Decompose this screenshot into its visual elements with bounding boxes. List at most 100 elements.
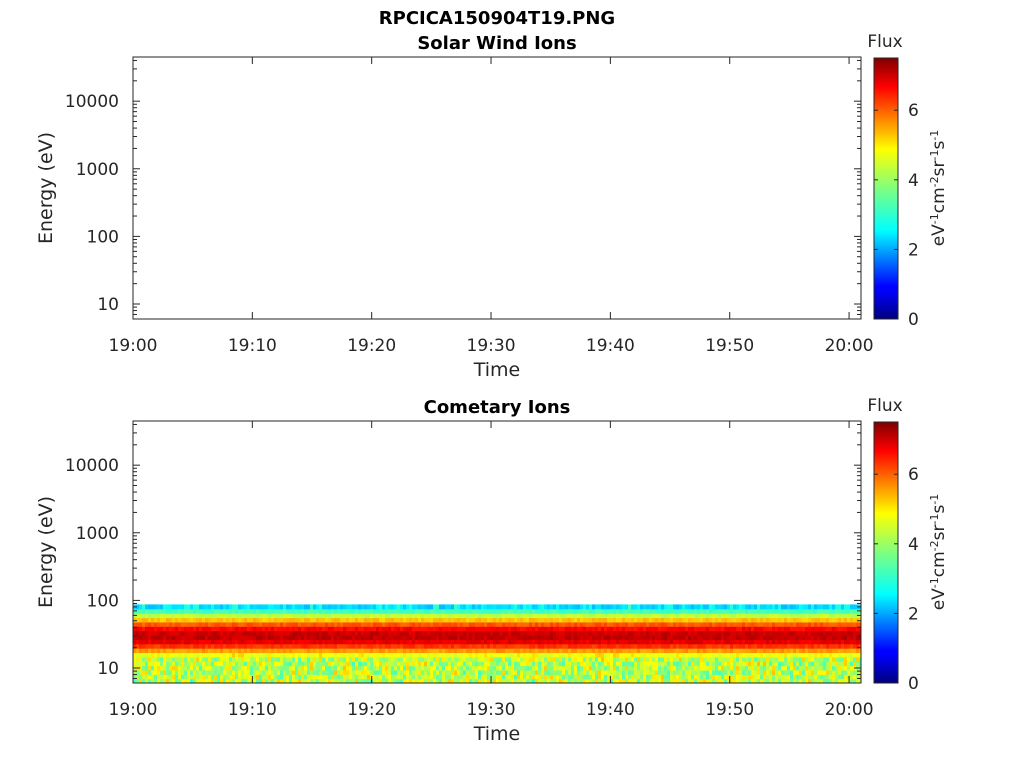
spectrogram-cell bbox=[337, 608, 340, 614]
spectrogram-cell bbox=[265, 630, 268, 636]
spectrogram-cell bbox=[844, 665, 847, 671]
spectrogram-cell bbox=[346, 665, 349, 671]
spectrogram-cell bbox=[574, 643, 577, 649]
spectrogram-cell bbox=[424, 669, 427, 675]
spectrogram-cell bbox=[565, 621, 568, 627]
spectrogram-cell bbox=[409, 621, 412, 627]
spectrogram-cell bbox=[172, 608, 175, 614]
spectrogram-cell bbox=[220, 678, 223, 683]
spectrogram-cell bbox=[859, 656, 861, 662]
spectrogram-cell bbox=[202, 626, 205, 632]
spectrogram-cell bbox=[685, 613, 688, 619]
spectrogram-cell bbox=[328, 604, 331, 610]
spectrogram-cell bbox=[160, 656, 163, 662]
spectrogram-cell bbox=[838, 652, 841, 658]
spectrogram-cell bbox=[616, 648, 619, 654]
spectrogram-cell bbox=[196, 613, 199, 619]
spectrogram-cell bbox=[424, 639, 427, 645]
spectrogram-cell bbox=[610, 661, 613, 667]
spectrogram-cell bbox=[328, 613, 331, 619]
spectrogram-cell bbox=[832, 617, 835, 623]
spectrogram-cell bbox=[403, 665, 406, 671]
spectrogram-cell bbox=[688, 617, 691, 623]
spectrogram-cell bbox=[547, 674, 550, 680]
spectrogram-cell bbox=[352, 656, 355, 662]
spectrogram-cell bbox=[763, 648, 766, 654]
spectrogram-cell bbox=[433, 639, 436, 645]
spectrogram-cell bbox=[511, 674, 514, 680]
spectrogram-cell bbox=[358, 617, 361, 623]
spectrogram-cell bbox=[343, 674, 346, 680]
spectrogram-cell bbox=[436, 661, 439, 667]
spectrogram-cell bbox=[322, 648, 325, 654]
spectrogram-cell bbox=[175, 661, 178, 667]
spectrogram-cell bbox=[850, 604, 853, 610]
spectrogram-cell bbox=[352, 630, 355, 636]
spectrogram-cell bbox=[316, 626, 319, 632]
spectrogram-cell bbox=[223, 634, 226, 640]
spectrogram-cell bbox=[691, 630, 694, 636]
spectrogram-cell bbox=[232, 669, 235, 675]
spectrogram-cell bbox=[313, 634, 316, 640]
spectrogram-cell bbox=[202, 621, 205, 627]
spectrogram-cell bbox=[586, 604, 589, 610]
spectrogram-cell bbox=[238, 652, 241, 658]
spectrogram-cell bbox=[169, 674, 172, 680]
spectrogram-cell bbox=[793, 621, 796, 627]
spectrogram-cell bbox=[805, 643, 808, 649]
spectrogram-cell bbox=[145, 674, 148, 680]
spectrogram-cell bbox=[358, 678, 361, 683]
spectrogram-cell bbox=[457, 648, 460, 654]
spectrogram-cell bbox=[679, 669, 682, 675]
spectrogram-cell bbox=[715, 617, 718, 623]
spectrogram-cell bbox=[478, 608, 481, 614]
spectrogram-cell bbox=[382, 669, 385, 675]
spectrogram-cell bbox=[412, 656, 415, 662]
spectrogram-cell bbox=[208, 630, 211, 636]
spectrogram-cell bbox=[211, 674, 214, 680]
spectrogram-cell bbox=[655, 674, 658, 680]
spectrogram-cell bbox=[640, 669, 643, 675]
spectrogram-cell bbox=[334, 604, 337, 610]
spectrogram-cell bbox=[277, 678, 280, 683]
spectrogram-cell bbox=[520, 678, 523, 683]
spectrogram-cell bbox=[712, 661, 715, 667]
spectrogram-cell bbox=[445, 665, 448, 671]
spectrogram-cell bbox=[442, 604, 445, 610]
spectrogram-cell bbox=[691, 678, 694, 683]
spectrogram-cell bbox=[295, 648, 298, 654]
spectrogram-cell bbox=[808, 648, 811, 654]
spectrogram-cell bbox=[433, 634, 436, 640]
spectrogram-cell bbox=[451, 665, 454, 671]
spectrogram-cell bbox=[301, 621, 304, 627]
spectrogram-cell bbox=[835, 634, 838, 640]
spectrogram-cell bbox=[673, 665, 676, 671]
spectrogram-cell bbox=[760, 669, 763, 675]
spectrogram-cell bbox=[301, 608, 304, 614]
spectrogram-cell bbox=[532, 674, 535, 680]
spectrogram-cell bbox=[742, 674, 745, 680]
spectrogram-cell bbox=[475, 648, 478, 654]
spectrogram-cell bbox=[151, 604, 154, 610]
spectrogram-cell bbox=[859, 626, 861, 632]
spectrogram-cell bbox=[265, 674, 268, 680]
spectrogram-cell bbox=[496, 634, 499, 640]
spectrogram-cell bbox=[661, 613, 664, 619]
spectrogram-cell bbox=[268, 604, 271, 610]
spectrogram-cell bbox=[709, 639, 712, 645]
spectrogram-cell bbox=[184, 617, 187, 623]
spectrogram-cell bbox=[199, 661, 202, 667]
spectrogram-cell bbox=[187, 608, 190, 614]
spectrogram-cell bbox=[694, 656, 697, 662]
spectrogram-cell bbox=[145, 643, 148, 649]
spectrogram-cell bbox=[241, 661, 244, 667]
spectrogram-cell bbox=[178, 661, 181, 667]
colorbar-unit: eV-1cm-2sr-1s-1 bbox=[928, 130, 950, 247]
spectrogram-cell bbox=[637, 617, 640, 623]
spectrogram-cell bbox=[412, 617, 415, 623]
spectrogram-cell bbox=[157, 613, 160, 619]
spectrogram-cell bbox=[535, 621, 538, 627]
spectrogram-cell bbox=[340, 661, 343, 667]
spectrogram-cell bbox=[205, 656, 208, 662]
spectrogram-cell bbox=[733, 661, 736, 667]
